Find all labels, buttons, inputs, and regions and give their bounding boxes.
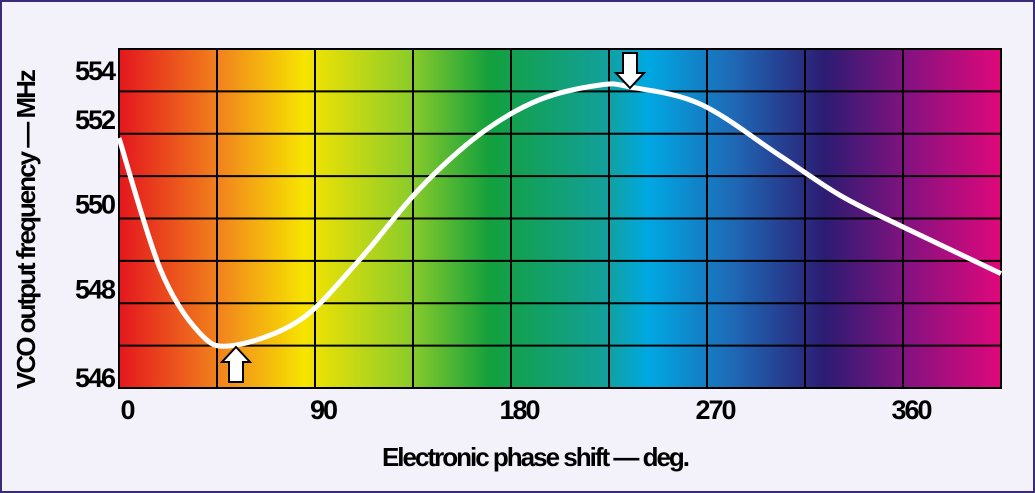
y-tick-label: 548 [75,274,116,304]
y-tick-label: 552 [75,105,115,135]
min-arrow [219,345,253,383]
x-tick-label: 90 [310,395,337,425]
x-tick-label: 0 [120,395,134,425]
x-axis-title: Electronic phase shift — deg. [382,442,689,472]
x-tick-label: 360 [891,395,931,425]
x-tick-label: 270 [695,395,735,425]
y-axis-title: VCO output frequency — MHz [11,69,41,389]
y-tick-label: 554 [75,56,116,86]
series [116,81,1003,349]
data-line [116,81,1003,349]
x-tick-label: 180 [499,395,539,425]
plot-border [118,48,1002,389]
y-tick-label: 550 [75,190,115,220]
y-tick-label: 546 [75,363,116,393]
max-arrow [613,52,647,90]
